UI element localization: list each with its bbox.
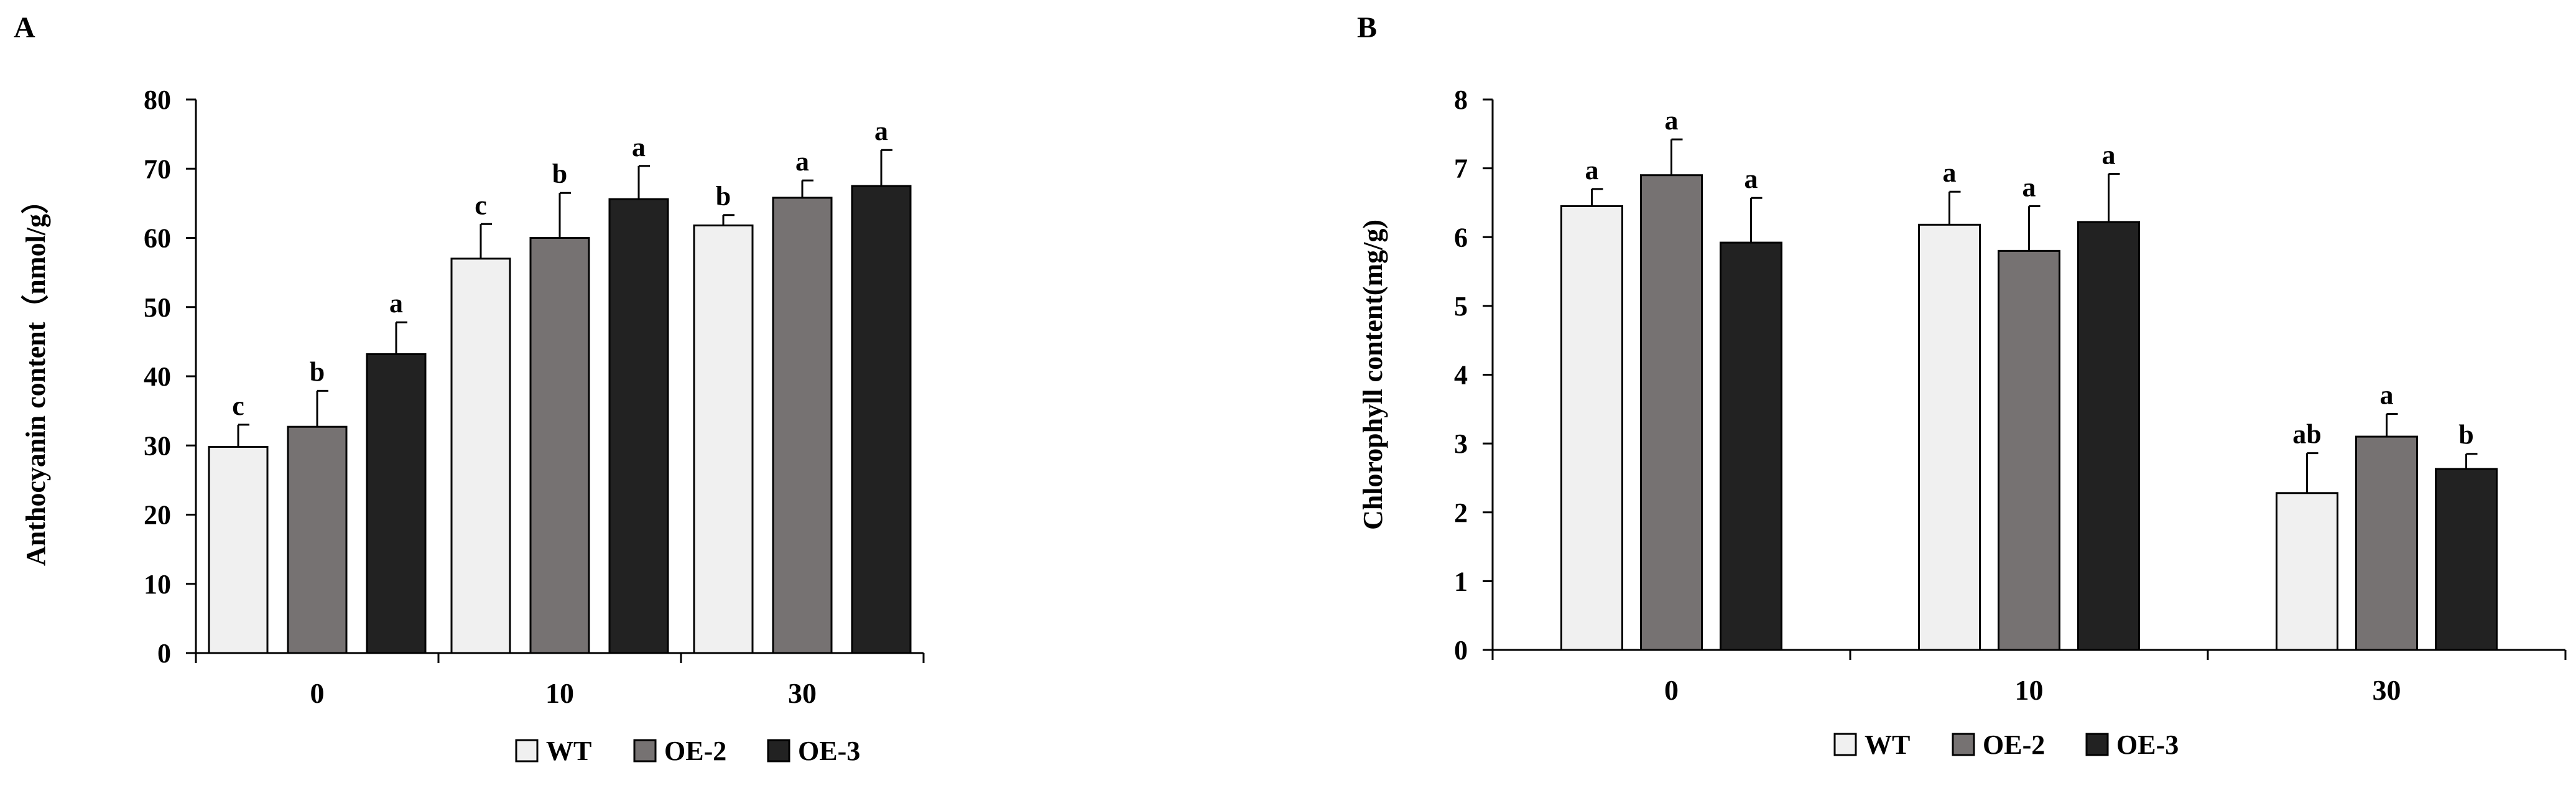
panel-a-y-tick-label: 40 — [144, 361, 171, 392]
panel-a-legend-swatch — [515, 739, 539, 763]
panel-a-x-tick-label: 0 — [310, 677, 325, 709]
panel-b-bar — [1640, 174, 1703, 651]
panel-b-significance-letter: a — [2022, 172, 2036, 202]
panel-b-legend-swatch — [1833, 733, 1857, 756]
panel-a-significance-letter: b — [310, 356, 325, 387]
panel-a-y-tick-label: 20 — [144, 500, 171, 531]
panel-b-y-tick-label: 0 — [1454, 635, 1468, 665]
panel-a-y-tick-label: 30 — [144, 430, 171, 461]
panel-a-legend-label: WT — [546, 736, 591, 766]
panel-a-legend: WT OE-2 OE-3 — [515, 736, 860, 766]
panel-a-bar — [693, 224, 754, 654]
panel-b-y-tick-label: 6 — [1454, 222, 1468, 253]
panel-a-bar — [529, 237, 590, 654]
panel-a-y-tick-label: 10 — [144, 569, 171, 600]
panel-a-bars: c c b b b a a a a — [208, 116, 912, 654]
panel-a-bar — [608, 198, 669, 654]
panel-b-significance-letter: a — [1943, 157, 1957, 188]
panel-b-legend-label: OE-2 — [1983, 730, 2045, 760]
panel-a-bar — [287, 425, 348, 654]
panel-a: A Anthocyanin content（nmol/g） 0 10 20 30 40 5… — [14, 11, 925, 766]
panel-b-legend: WT OE-2 OE-3 — [1833, 730, 2179, 760]
panel-b-significance-letter: a — [1744, 164, 1758, 194]
panel-a-y-axis-title: Anthocyanin content（nmol/g） — [21, 187, 51, 566]
panel-a-significance-letter: c — [232, 391, 244, 421]
panel-b-significance-letter: b — [2458, 420, 2473, 450]
panel-b-bar — [2276, 492, 2338, 651]
panel-a-axes: 0 10 20 30 40 50 60 70 80 0 10 30 — [144, 85, 925, 709]
panel-b-y-tick-label: 3 — [1454, 429, 1468, 459]
panel-b-legend-swatch — [2085, 733, 2109, 756]
panel-b-bar — [1918, 223, 1981, 651]
panel-b: B Chlorophyll content(mg/g) 0 1 2 3 4 5 6 7 8 0 10… — [1357, 11, 2567, 760]
panel-b-y-tick-label: 1 — [1454, 566, 1468, 596]
panel-a-significance-letter: b — [552, 159, 567, 189]
panel-a-bar — [450, 257, 511, 654]
panel-b-y-axis-title: Chlorophyll content(mg/g) — [1358, 220, 1388, 530]
panel-a-significance-letter: b — [716, 181, 731, 211]
panel-a-y-tick-label: 70 — [144, 154, 171, 184]
panel-b-bar — [2435, 468, 2498, 651]
panel-a-significance-letter: a — [389, 288, 403, 318]
panel-a-legend-swatch — [767, 739, 790, 763]
panel-b-y-tick-label: 5 — [1454, 291, 1468, 322]
panel-b-legend-label: WT — [1865, 730, 1910, 760]
panel-b-legend-label: OE-3 — [2116, 730, 2179, 760]
panel-b-significance-letter: ab — [2292, 419, 2321, 450]
panel-b-y-tick-label: 8 — [1454, 85, 1468, 115]
panel-a-bar — [851, 185, 912, 654]
panel-a-bar — [366, 353, 427, 654]
panel-a-y-tick-label: 80 — [144, 85, 171, 115]
panel-a-bar — [208, 445, 269, 654]
panel-a-letter: A — [14, 11, 35, 44]
panel-b-x-tick-label: 30 — [2373, 674, 2401, 706]
panel-a-x-tick-label: 10 — [545, 677, 574, 709]
panel-a-legend-swatch — [633, 739, 657, 763]
panel-a-significance-letter: c — [475, 190, 487, 220]
panel-b-y-tick-label: 7 — [1454, 154, 1468, 184]
panel-b-legend-swatch — [1952, 733, 1975, 756]
panel-a-legend-label: OE-2 — [664, 736, 726, 766]
panel-b-bar — [1998, 249, 2060, 651]
panel-b-bar — [2077, 221, 2140, 651]
panel-b-y-tick-label: 4 — [1454, 360, 1468, 391]
panel-b-bar — [2355, 435, 2418, 651]
panel-b-y-tick-label: 2 — [1454, 498, 1468, 528]
panel-b-x-tick-label: 0 — [1664, 674, 1679, 706]
panel-b-significance-letter: a — [1585, 155, 1599, 185]
panel-b-bar — [1560, 205, 1623, 651]
panel-a-y-tick-label: 0 — [157, 638, 171, 669]
panel-a-legend-label: OE-3 — [798, 736, 860, 766]
panel-a-y-tick-label: 50 — [144, 292, 171, 323]
panel-a-significance-letter: a — [632, 132, 646, 162]
panel-a-bar — [772, 197, 833, 654]
panel-b-x-tick-label: 10 — [2015, 674, 2044, 706]
panel-a-y-tick-label: 60 — [144, 223, 171, 254]
panel-a-significance-letter: a — [874, 116, 888, 146]
panel-a-significance-letter: a — [795, 146, 809, 177]
panel-b-significance-letter: a — [1665, 105, 1679, 136]
panel-b-significance-letter: a — [2380, 380, 2394, 410]
panel-b-bar — [1720, 241, 1782, 651]
panel-b-significance-letter: a — [2102, 139, 2116, 170]
panel-a-x-tick-label: 30 — [788, 677, 817, 709]
panel-b-letter: B — [1357, 11, 1377, 44]
